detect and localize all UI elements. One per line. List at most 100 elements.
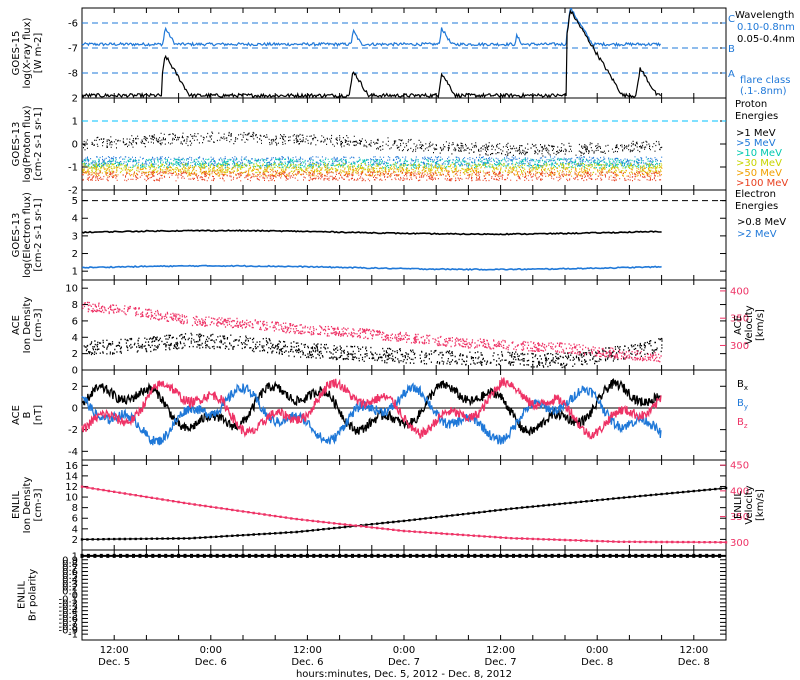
panel-goes13-electron: 1 2 3 4 5 GOES-13log(Electron flux)[cm-2 s-1 …: [11, 189, 786, 281]
legend-sub: x: [744, 384, 748, 392]
y-axis-label-line: Ion Density: [22, 477, 33, 534]
y-tick-label: 2: [72, 382, 78, 393]
y-tick-label: 8: [72, 300, 78, 311]
y-axis-label-line: [nT]: [33, 405, 44, 425]
flare-class-label: C: [728, 14, 735, 25]
y-tick-label: 0.1: [62, 587, 78, 598]
ace-points-0: [83, 332, 663, 369]
y-axis-label-line: B: [22, 411, 33, 418]
y-axis-label-line: log(Proton flux): [22, 105, 33, 182]
y-tick-label: -2: [68, 186, 78, 197]
y-tick-label: 0: [72, 591, 78, 602]
y2-tick-label: 450: [730, 461, 749, 472]
y-axis-label: ACEIon Density[cm-3]: [11, 297, 44, 354]
y-tick-label: -4: [68, 447, 78, 458]
ace-points-1: [82, 301, 662, 363]
y2-axis-label-line: ACE: [733, 315, 744, 335]
y-tick-label: -0.6: [58, 614, 78, 625]
x-tick-date: Dec. 6: [291, 657, 323, 668]
electron-series-1: [81, 264, 662, 271]
y-tick-label: 2: [72, 94, 78, 105]
legend-item: >100 MeV: [736, 178, 788, 189]
legend-item: 0.05-0.4nm: [737, 34, 795, 45]
y-axis-label-line: log(Electron flux): [22, 192, 33, 278]
y-tick-label: 10: [65, 493, 78, 504]
y-tick-label: -0.8: [58, 622, 78, 633]
b-series-2: [81, 376, 662, 440]
legend-item: 0.10-0.8nm: [737, 22, 795, 33]
panel-goes15-xray: -8 -7 -6 GOES-15log(X-ray flux)[W m-2] C B A Wa…: [11, 7, 795, 99]
y-tick-label: 2: [72, 349, 78, 360]
x-tick-date: Dec. 6: [195, 657, 227, 668]
legend-sub: z: [744, 422, 748, 430]
legend-title: Wavelength: [735, 10, 794, 21]
y-axis-label-line: ENLIL: [17, 581, 28, 609]
y2-tick-label: 350: [730, 512, 749, 523]
y-tick-label: 4: [72, 214, 78, 225]
y-tick-label: 14: [65, 471, 78, 482]
y2-tick-label: 400: [730, 286, 749, 297]
y-tick-label: 1: [72, 267, 78, 278]
y2-tick-label: 350: [730, 314, 749, 325]
y-tick-label: -2: [68, 425, 78, 436]
y-tick-label: 0.5: [62, 571, 78, 582]
y-axis-label-line: [cm-2 s-1 sr-1]: [33, 107, 44, 180]
legend-item: >0.8 MeV: [737, 217, 786, 228]
y-tick-label: 0.2: [62, 583, 78, 594]
panel-goes13-proton: -2 -1 0 1 2 GOES-13log(Proton flux)[cm-2 s-1 …: [11, 94, 788, 197]
x-tick-date: Dec. 5: [98, 657, 130, 668]
b-series-0: [81, 378, 662, 436]
y-axis-label-line: GOES-13: [11, 122, 22, 167]
flare-class-note: flare class: [740, 75, 790, 86]
legend-title: Electron: [735, 189, 776, 200]
y2-axis-label: ENLILVelocity[km/s]: [733, 485, 766, 524]
x-tick-date: Dec. 8: [678, 657, 710, 668]
y-tick-label: 0.7: [62, 563, 78, 574]
legend-item: >5 MeV: [736, 138, 776, 149]
legend-item: By: [737, 398, 748, 411]
y-axis-label-line: ACE: [11, 315, 22, 335]
legend-item: >30 MeV: [736, 158, 782, 169]
y-tick-label: 6: [72, 514, 78, 525]
x-tick-date: Dec. 8: [581, 657, 613, 668]
y-axis-label: GOES-13log(Proton flux)[cm-2 s-1 sr-1]: [11, 105, 44, 182]
y-tick-label: -0.1: [58, 594, 78, 605]
y-tick-label: -6: [68, 19, 78, 30]
flare-class-label: B: [728, 44, 735, 55]
y-tick-label: 4: [72, 333, 78, 344]
y-tick-label: -0.4: [58, 606, 78, 617]
proton-points-5: [82, 171, 662, 182]
x-tick-time: 12:00: [486, 645, 515, 656]
y-axis-label-line: ENLIL: [11, 491, 22, 519]
y2-axis-label: ACEVelocity[km/s]: [733, 305, 766, 344]
y-axis-label: GOES-15log(X-ray flux)[W m-2]: [11, 17, 44, 88]
y-tick-label: 0: [72, 140, 78, 151]
x-tick-time: 0:00: [393, 645, 415, 656]
legend-base: B: [737, 379, 744, 390]
legend-title: Energies: [735, 111, 778, 122]
y-axis-label-line: GOES-15: [11, 31, 22, 76]
y-tick-label: -0.2: [58, 598, 78, 609]
y-tick-label: 1: [72, 117, 78, 128]
x-tick-date: Dec. 7: [388, 657, 420, 668]
y-tick-label: 0.3: [62, 579, 78, 590]
x-tick-time: 12:00: [679, 645, 708, 656]
xray-series-0: [81, 8, 662, 48]
y-axis-label-line: log(X-ray flux): [22, 17, 33, 88]
legend-item: Bx: [737, 379, 748, 392]
y-axis-label: ACEB[nT]: [11, 405, 44, 425]
y-tick-label: 2: [72, 249, 78, 260]
y-axis-label-line: [cm-3]: [33, 488, 44, 521]
y-axis-label-line: GOES-13: [11, 213, 22, 258]
y2-tick-label: 400: [730, 486, 749, 497]
b-series-1: [81, 382, 662, 446]
y-tick-label: 8: [72, 503, 78, 514]
y-axis-label-line: [cm-2 s-1 sr-1]: [33, 198, 44, 271]
y-tick-label: 2: [72, 535, 78, 546]
y-tick-label: -0.7: [58, 618, 78, 629]
x-tick-date: Dec. 7: [485, 657, 517, 668]
y-axis-label-line: [cm-3]: [33, 308, 44, 341]
x-tick-time: 0:00: [200, 645, 222, 656]
y-tick-label: 0: [72, 403, 78, 414]
xray-series-1: [81, 9, 662, 99]
